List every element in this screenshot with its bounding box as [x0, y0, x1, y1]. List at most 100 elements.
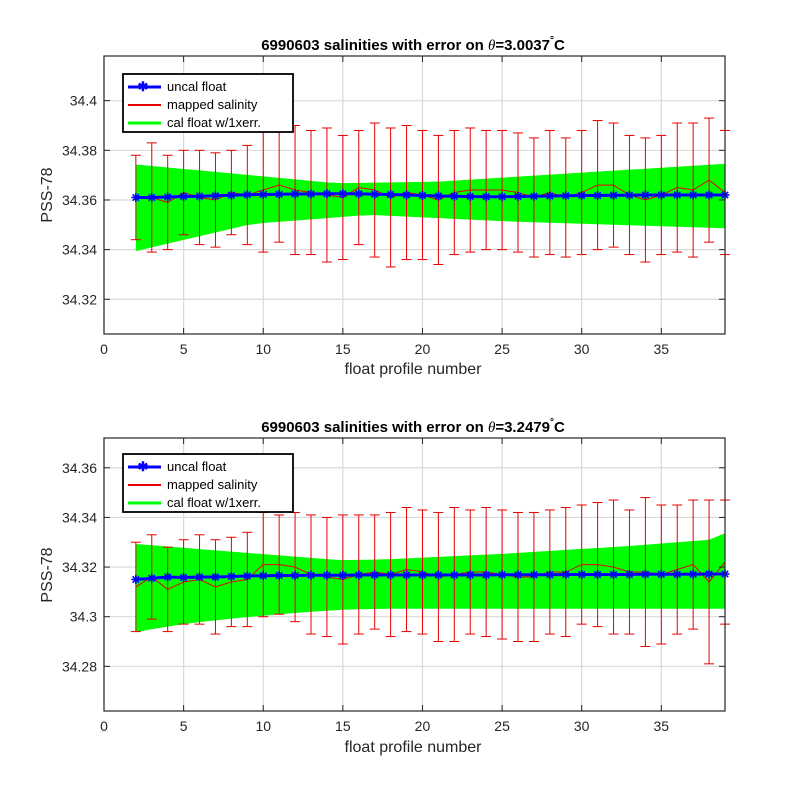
uncal-float-point — [545, 191, 555, 201]
y-tick-label: 34.36 — [62, 192, 97, 208]
legend-cal-float-label: cal float w/1xerr. — [167, 115, 261, 130]
uncal-float-point — [131, 192, 141, 202]
uncal-float-point — [179, 572, 189, 582]
uncal-float-point — [306, 189, 316, 199]
uncal-float-point — [672, 190, 682, 200]
uncal-float-point — [322, 189, 332, 199]
legend-uncal-float-label: uncal float — [167, 79, 227, 94]
uncal-float-point — [370, 570, 380, 580]
y-tick-label: 34.3 — [70, 609, 97, 625]
x-tick-label: 0 — [100, 341, 108, 357]
x-tick-label: 20 — [415, 718, 431, 734]
chart-title: 6990603 salinities with error on θ=3.247… — [261, 417, 565, 436]
uncal-float-point — [402, 570, 412, 580]
uncal-float-point — [624, 190, 634, 200]
y-tick-label: 34.36 — [62, 460, 97, 476]
uncal-float-point — [688, 569, 698, 579]
x-tick-label: 10 — [255, 718, 271, 734]
uncal-float-point — [210, 572, 220, 582]
x-axis-label: float profile number — [345, 361, 483, 378]
y-tick-label: 34.4 — [70, 93, 97, 109]
uncal-float-point — [163, 572, 173, 582]
uncal-float-point — [290, 189, 300, 199]
x-tick-label: 15 — [335, 718, 351, 734]
x-tick-label: 15 — [335, 341, 351, 357]
title-value: =3.0037 — [495, 37, 550, 54]
uncal-float-point — [465, 570, 475, 580]
title-theta: θ — [488, 420, 496, 436]
uncal-float-point — [370, 189, 380, 199]
x-axis-label: float profile number — [345, 739, 483, 756]
uncal-float-point — [577, 190, 587, 200]
uncal-float-point — [593, 190, 603, 200]
uncal-float-point — [386, 570, 396, 580]
uncal-float-point — [593, 570, 603, 579]
uncal-float-point — [513, 570, 523, 580]
uncal-float-point — [704, 569, 714, 579]
cal-float-band — [135, 163, 725, 252]
uncal-float-point — [624, 570, 634, 579]
uncal-float-point — [656, 569, 666, 579]
title-prefix: 6990603 salinities with error on — [261, 419, 488, 436]
uncal-float-point — [226, 571, 236, 581]
title-value: =3.2479 — [495, 419, 550, 436]
uncal-float-point — [242, 571, 252, 581]
uncal-float-point — [147, 192, 157, 202]
uncal-float-point — [640, 569, 650, 579]
uncal-float-point — [258, 190, 268, 200]
uncal-float-point — [274, 189, 284, 199]
uncal-float-point — [417, 570, 427, 580]
uncal-float-point — [226, 190, 236, 200]
axes-frame — [103, 55, 726, 335]
legend-mapped-salinity-label: mapped salinity — [167, 97, 258, 112]
chart-title: 6990603 salinities with error on θ=3.003… — [261, 35, 565, 54]
uncal-float-point — [433, 191, 443, 201]
uncal-float-point — [513, 191, 523, 201]
legend-uncal-float-marker: ✱ — [138, 459, 149, 474]
y-axis-label: PSS-78 — [39, 547, 56, 602]
x-tick-label: 30 — [574, 341, 590, 357]
title-unit: C — [554, 37, 565, 54]
legend: ✱ uncal float mapped salinity cal float … — [122, 453, 294, 513]
y-tick-label: 34.32 — [62, 559, 97, 575]
bottom-chart-panel: 6990603 salinities with error on θ=3.247… — [39, 417, 730, 756]
x-tick-label: 35 — [654, 341, 670, 357]
y-tick-label: 34.38 — [62, 142, 97, 158]
x-tick-label: 10 — [255, 341, 271, 357]
uncal-float-point — [688, 190, 698, 200]
uncal-float-point — [195, 191, 205, 201]
y-axis-label: PSS-78 — [39, 167, 56, 222]
uncal-float-point — [338, 570, 348, 580]
uncal-float-point — [290, 570, 300, 580]
x-tick-label: 25 — [494, 718, 510, 734]
uncal-float-point — [497, 570, 507, 580]
uncal-float-point — [497, 192, 507, 202]
uncal-float-point — [545, 570, 555, 580]
title-prefix: 6990603 salinities with error on — [261, 37, 488, 54]
uncal-float-point — [354, 189, 364, 199]
uncal-float-point — [274, 570, 284, 580]
x-tick-label: 5 — [180, 341, 188, 357]
uncal-float-point — [640, 190, 650, 200]
uncal-float-point — [242, 190, 252, 200]
x-tick-label: 20 — [415, 341, 431, 357]
legend-cal-float-label: cal float w/1xerr. — [167, 495, 261, 510]
legend-mapped-salinity-label: mapped salinity — [167, 477, 258, 492]
title-degree: ° — [550, 35, 554, 46]
x-tick-label: 35 — [654, 718, 670, 734]
x-tick-label: 30 — [574, 718, 590, 734]
uncal-float-point — [147, 573, 157, 583]
uncal-float-point — [481, 570, 491, 580]
uncal-float-point — [354, 570, 364, 580]
cal-float-band — [135, 533, 725, 633]
uncal-float-point — [338, 189, 348, 199]
uncal-float-point — [306, 570, 316, 580]
uncal-float-point — [386, 190, 396, 200]
legend: ✱ uncal float mapped salinity cal float … — [122, 73, 294, 133]
uncal-float-point — [322, 570, 332, 580]
y-tick-label: 34.28 — [62, 658, 97, 674]
uncal-float-point — [402, 190, 412, 200]
uncal-float-point — [465, 191, 475, 201]
x-tick-label: 5 — [180, 718, 188, 734]
uncal-float-point — [656, 190, 666, 200]
